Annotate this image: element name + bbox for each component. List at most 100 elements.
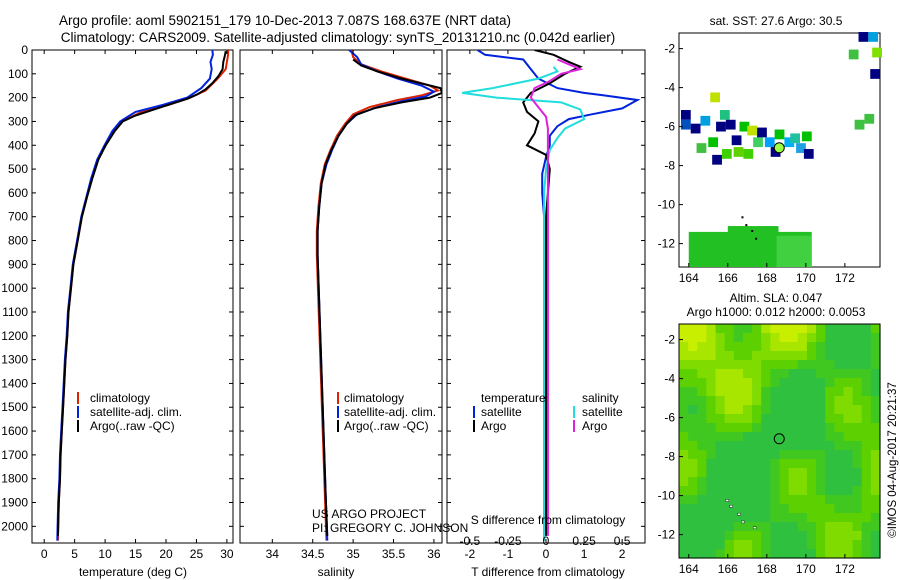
sla-cell	[843, 423, 854, 433]
sla-cell	[770, 450, 781, 460]
sla-cell	[679, 522, 689, 532]
sst-map-cells	[680, 32, 882, 267]
sla-cell	[825, 441, 835, 451]
sla-cell	[761, 360, 771, 370]
sla-cell	[870, 387, 881, 397]
sla-cell	[806, 468, 817, 478]
sla-cell	[679, 333, 689, 343]
sla-cell	[779, 387, 790, 397]
sla-cell	[816, 450, 826, 460]
x-tick-label: 5	[71, 547, 78, 561]
sla-cell	[834, 468, 845, 478]
legend-label-climatology: climatology	[90, 391, 150, 405]
sla-cell	[770, 486, 781, 496]
sla-cell	[788, 504, 799, 514]
depth-tick-label: 1300	[1, 353, 28, 367]
sla-cell	[834, 351, 845, 361]
sla-cell	[688, 522, 698, 532]
sla-cell	[816, 387, 826, 397]
sla-cell	[816, 360, 826, 370]
sla-cell	[761, 468, 771, 478]
sla-cell	[861, 450, 872, 460]
sla-cell	[779, 360, 790, 370]
map-x-tick-label: 168	[757, 562, 777, 576]
sla-cell	[770, 540, 781, 550]
sst-cell	[870, 69, 881, 79]
sla-cell	[688, 549, 698, 559]
sla-cell	[752, 486, 762, 496]
sla-cell	[761, 540, 771, 550]
sla-cell	[852, 522, 863, 532]
sla-cell	[706, 342, 717, 352]
sla-cell	[679, 477, 689, 487]
salinity-legend: climatology satellite-adj. clim. Argo(..…	[337, 391, 436, 433]
sla-cell	[706, 468, 717, 478]
sla-cell	[715, 414, 726, 424]
sla-cell	[742, 360, 753, 370]
sla-cell	[724, 423, 735, 433]
sla-cell	[679, 378, 689, 388]
sla-cell	[688, 540, 698, 550]
sla-cell	[852, 513, 863, 523]
sla-cell	[779, 486, 790, 496]
sla-cell	[733, 333, 744, 343]
sla-cell	[825, 531, 835, 541]
sla-cell	[788, 486, 799, 496]
sla-cell	[761, 495, 771, 505]
island-mark	[729, 505, 733, 508]
sla-cell	[752, 477, 762, 487]
island-mark	[745, 224, 748, 227]
map-y-tick-label: -8	[664, 450, 675, 464]
map-y-tick-label: -10	[658, 489, 676, 503]
sla-cell	[697, 360, 708, 370]
series-line-satellite-adj-clim-	[56, 50, 214, 541]
sla-cell	[761, 396, 771, 406]
sla-cell	[843, 405, 854, 415]
sla-cell	[779, 333, 790, 343]
sla-cell	[697, 351, 708, 361]
sla-cell	[697, 378, 708, 388]
sla-cell	[797, 351, 808, 361]
sla-cell	[679, 468, 689, 478]
sla-cell	[724, 351, 735, 361]
island-mark	[755, 237, 758, 240]
legend-label-climatology: climatology	[344, 391, 404, 405]
sla-cell	[752, 522, 762, 532]
sla-cell	[742, 441, 753, 451]
sla-cell	[752, 468, 762, 478]
sla-cell	[870, 477, 881, 487]
sla-cell	[843, 531, 854, 541]
sla-cell	[806, 387, 817, 397]
sla-cell	[761, 486, 771, 496]
map-y-tick-label: -4	[664, 81, 675, 95]
sla-cell	[816, 549, 826, 559]
sla-cell	[825, 522, 835, 532]
sla-cell	[724, 441, 735, 451]
sla-cell	[779, 423, 790, 433]
sla-cell	[752, 396, 762, 406]
sla-cell	[861, 522, 872, 532]
sla-cell	[688, 459, 698, 469]
sst-cell	[733, 147, 744, 157]
sla-cell	[852, 486, 863, 496]
sla-cell	[788, 495, 799, 505]
x-tick-label: 35.5	[382, 547, 406, 561]
credit-pi: PI: GREGORY C. JOHNSON	[312, 521, 468, 535]
sla-cell	[843, 477, 854, 487]
sla-cell	[724, 522, 735, 532]
sla-cell	[715, 378, 726, 388]
sla-cell	[733, 549, 744, 559]
sla-cell	[770, 378, 781, 388]
sla-cell	[834, 549, 845, 559]
x-tick-label: 34.5	[301, 547, 325, 561]
top-x-tick-label: 0	[543, 534, 550, 548]
depth-tick-label: 1700	[1, 448, 28, 462]
map-x-tick-label: 164	[679, 271, 699, 285]
temperature-legend: climatology satellite-adj. clim. Argo(..…	[77, 391, 182, 433]
sla-cell	[679, 369, 689, 379]
x-tick-label: 2	[619, 547, 626, 561]
sla-cell	[797, 396, 808, 406]
sla-cell	[679, 441, 689, 451]
sla-cell	[861, 414, 872, 424]
